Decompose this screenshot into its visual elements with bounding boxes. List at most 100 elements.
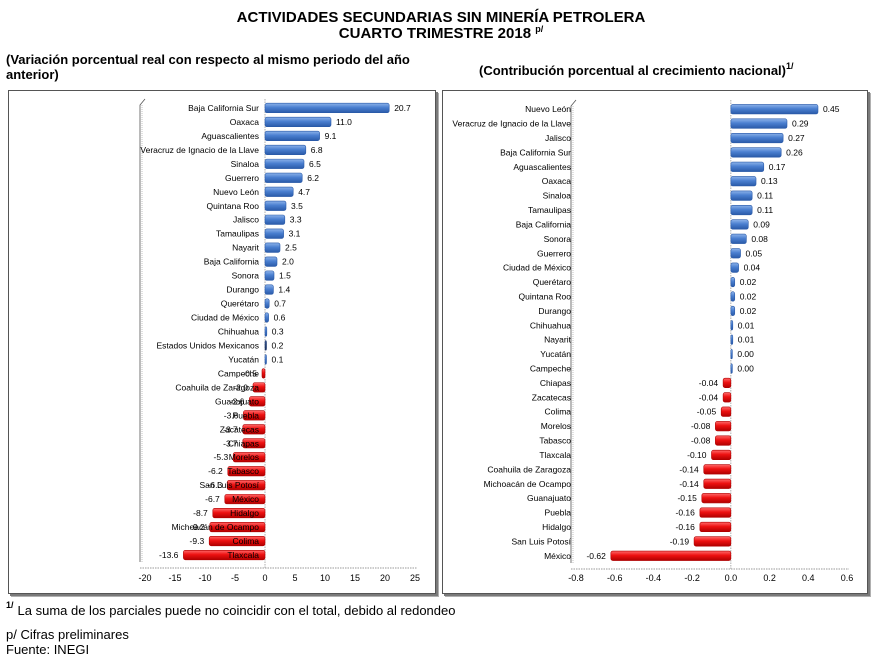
left-x-tick-label: -20	[138, 573, 151, 583]
left-value-label: -9.2	[190, 522, 205, 532]
right-value-label: -0.16	[676, 508, 696, 518]
right-value-label: 0.11	[757, 205, 773, 215]
right-bar-jalisco	[730, 132, 784, 144]
right-category-label: Nayarit	[544, 335, 572, 345]
left-category-label: Michoacán de Ocampo	[172, 522, 260, 532]
right-category-label: Puebla	[545, 508, 572, 518]
left-category-label: Nayarit	[232, 243, 260, 253]
left-category-label: Zacatecas	[220, 424, 259, 434]
left-category-label: Hidalgo	[230, 508, 259, 518]
right-x-tick-label: -0.2	[684, 573, 700, 583]
left-category-label: Sinaloa	[231, 159, 260, 169]
rounding-note-mark: 1/	[786, 61, 794, 71]
chart-title-period: CUARTO TRIMESTRE 2018	[338, 25, 532, 42]
right-bar-hidalgo	[699, 521, 732, 533]
left-value-label: 11.0	[336, 117, 352, 127]
right-category-label: Hidalgo	[542, 522, 571, 532]
left-value-label: -8.7	[193, 508, 208, 518]
left-value-label: 3.5	[291, 201, 303, 211]
left-bar-coahuila-de-zaragoza	[252, 382, 266, 393]
right-value-label: -0.10	[687, 450, 707, 460]
left-category-label: Aguascalientes	[201, 131, 259, 141]
right-value-label: -0.08	[691, 436, 711, 446]
right-value-label: -0.08	[691, 421, 711, 431]
right-value-label: -0.14	[679, 464, 699, 474]
left-value-label: -13.6	[159, 550, 179, 560]
left-value-label: 0.1	[272, 354, 284, 364]
right-chart-subtitle-text: (Contribución porcentual al crecimiento …	[479, 63, 786, 78]
right-category-label: Sonora	[544, 234, 572, 244]
left-bar-puebla	[243, 410, 266, 421]
right-bar-ciudad-de-mexico	[730, 262, 739, 273]
left-x-tick-label: -5	[231, 573, 239, 583]
right-bar-aguascalientes	[730, 161, 765, 172]
left-value-label: -3.7	[223, 438, 238, 448]
right-bar-tlaxcala	[711, 449, 732, 461]
right-category-label: Guerrero	[537, 248, 571, 258]
right-x-tick-label: -0.6	[607, 573, 623, 583]
right-x-tick-label: 0.6	[841, 573, 854, 583]
left-bar-chart: -20 -15 -10 -5 0 5 10 15 20 25 Baja California Sur…	[138, 98, 420, 583]
left-value-label: 3.3	[290, 215, 302, 225]
left-category-label: Chihuahua	[218, 327, 259, 337]
right-x-tick-label: 0.2	[763, 573, 776, 583]
left-bar-nayarit	[264, 242, 281, 253]
right-bar-oaxaca	[730, 176, 757, 187]
left-bar-morelos	[232, 452, 266, 463]
right-value-label: 0.01	[738, 320, 755, 330]
left-bar-tlaxcala	[183, 549, 266, 561]
right-bar-colima	[720, 406, 732, 417]
left-value-label: 0.2	[272, 340, 284, 350]
left-bar-mexico	[224, 494, 266, 505]
left-category-label: Durango	[226, 285, 259, 295]
left-value-label: 2.0	[282, 257, 294, 267]
right-bar-coahuila-de-zaragoza	[703, 464, 732, 475]
left-category-label: Coahuila de Zaragoza	[175, 382, 259, 392]
right-value-label: 0.27	[788, 133, 805, 143]
left-category-label: Ciudad de México	[191, 313, 259, 323]
right-category-label: Baja California	[516, 219, 572, 229]
left-value-label: 0.3	[272, 327, 284, 337]
right-bar-sonora	[730, 233, 747, 244]
left-value-label: -2.0	[233, 382, 248, 392]
right-category-label: Yucatán	[540, 349, 571, 359]
left-category-label: Veracruz de Ignacio de la Llave	[140, 145, 259, 155]
left-category-label: Colima	[233, 536, 260, 546]
right-value-label: -0.15	[677, 493, 697, 503]
right-bar-tabasco	[715, 435, 732, 446]
left-category-label: Chiapas	[228, 438, 259, 448]
left-category-label: Baja California	[204, 257, 260, 267]
right-bar-morelos	[715, 421, 732, 432]
right-bar-san-luis-potosi	[693, 536, 732, 547]
left-bar-sonora	[264, 270, 275, 281]
right-value-label: -0.16	[676, 522, 696, 532]
left-category-label: Quintana Roo	[207, 201, 260, 211]
right-category-label: Campeche	[530, 364, 571, 374]
right-value-label: 0.02	[740, 306, 757, 316]
left-x-tick-label: 25	[410, 573, 420, 583]
left-category-label: Guerrero	[225, 173, 259, 183]
right-x-tick-label: -0.4	[646, 573, 662, 583]
left-axis-wall	[139, 98, 146, 562]
right-bar-puebla	[699, 507, 732, 518]
left-value-label: -2.6	[230, 396, 245, 406]
right-bar-nayarit	[730, 334, 734, 345]
left-category-label: Tabasco	[227, 466, 259, 476]
right-category-label: Nuevo León	[525, 104, 571, 114]
right-category-label: Aguascalientes	[513, 162, 571, 172]
left-category-label: México	[232, 494, 259, 504]
left-value-label: -6.3	[208, 480, 223, 490]
footnote-rounding: 1/La suma de los parciales puede no coin…	[6, 601, 455, 619]
left-category-label: Nuevo León	[213, 187, 259, 197]
left-bar-campeche	[261, 368, 266, 379]
right-value-label: -0.19	[670, 536, 690, 546]
left-bar-quintana-roo	[264, 200, 287, 211]
right-value-label: 0.08	[751, 234, 768, 244]
right-category-label: Michoacán de Ocampo	[484, 479, 572, 489]
left-bar-hidalgo	[212, 508, 266, 519]
right-bar-queretaro	[730, 277, 736, 288]
right-value-label: -0.62	[586, 551, 606, 561]
right-bar-chihuahua	[730, 320, 734, 331]
right-axis-wall	[570, 99, 577, 563]
left-bar-zacatecas	[242, 424, 266, 435]
